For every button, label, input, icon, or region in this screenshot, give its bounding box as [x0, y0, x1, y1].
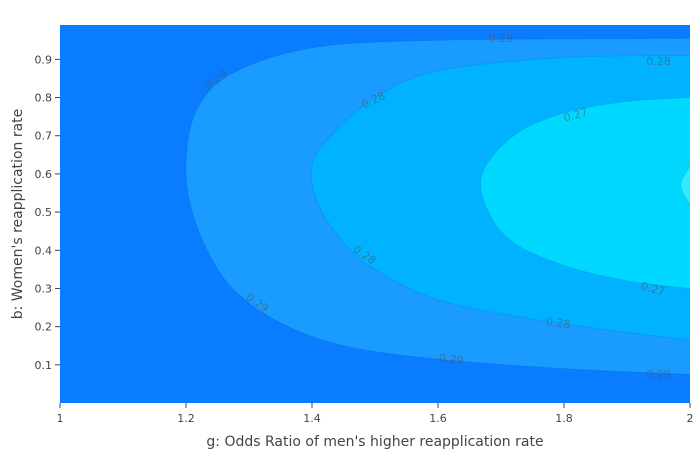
x-tick-label: 2: [687, 412, 694, 425]
x-tick-label: 1: [57, 412, 64, 425]
y-tick-label: 0.8: [35, 92, 53, 105]
contour-label-1: 0.29: [489, 32, 514, 45]
contour-level-0.27: [480, 97, 690, 289]
y-tick-label: 0.6: [35, 168, 53, 181]
contour-label-10: 0.27: [640, 279, 667, 298]
x-axis-title: g: Odds Ratio of men's higher reapplicat…: [206, 434, 543, 450]
y-tick-label: 0.4: [35, 244, 53, 257]
contour-label-3: 0.29: [438, 351, 464, 367]
x-tick-label: 1.2: [177, 412, 195, 425]
y-axis-title: b: Women's reapplication rate: [10, 109, 26, 320]
y-tick-label: 0.9: [35, 53, 53, 66]
y-tick-label: 0.5: [35, 206, 53, 219]
contour-label-8: 0.28: [545, 315, 571, 331]
contour-label-9: 0.27: [562, 106, 589, 125]
contour-level-0.26: [680, 165, 690, 205]
x-tick-label: 1.4: [303, 412, 321, 425]
y-tick-label: 0.1: [35, 359, 53, 372]
x-tick-label: 1.6: [429, 412, 447, 425]
x-tick-label: 1.8: [555, 412, 573, 425]
y-tick-label: 0.2: [35, 321, 53, 334]
y-axis: 0.1 0.2 0.3 0.4 0.5 0.6 0.7 0.8 0.9: [35, 53, 60, 372]
y-tick-label: 0.7: [35, 130, 53, 143]
contour-label-4: 0.29: [646, 368, 671, 381]
x-axis: 1 1.2 1.4 1.6 1.8 2: [57, 403, 694, 425]
y-tick-label: 0.3: [35, 282, 53, 295]
contour-label-6: 0.28: [646, 55, 671, 68]
plot-area: 0.290.290.290.290.290.280.280.280.280.27…: [60, 25, 690, 403]
